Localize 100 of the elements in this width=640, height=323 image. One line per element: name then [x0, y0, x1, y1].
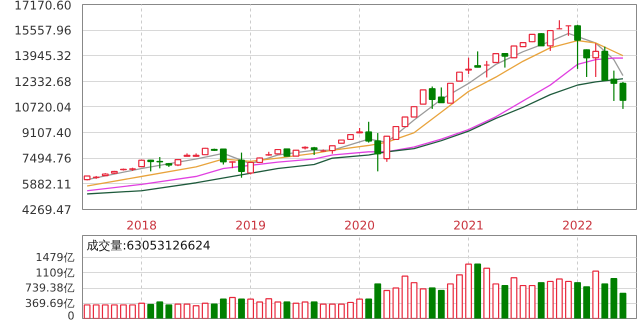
y-tick-label: 10720.04 — [14, 100, 72, 114]
bar — [310, 301, 318, 318]
x-tick-label: 2019 — [235, 218, 266, 232]
candlestick — [583, 48, 590, 78]
y-tick-label: 1479亿 — [36, 251, 75, 264]
y-tick-label: 17170.60 — [14, 0, 72, 12]
bar — [474, 264, 482, 318]
bar — [446, 283, 454, 318]
bar — [465, 264, 472, 318]
candlestick — [383, 135, 390, 162]
candlestick — [220, 148, 227, 166]
y-tick-label: 0 — [68, 310, 74, 322]
y-tick-label: 739.38亿 — [25, 282, 75, 295]
bar — [274, 301, 282, 318]
bar — [392, 287, 400, 318]
candlestick — [574, 24, 581, 70]
candlestick — [410, 106, 418, 118]
bar — [102, 304, 109, 318]
bar — [520, 284, 526, 318]
bar — [565, 280, 572, 318]
bar — [574, 282, 581, 318]
x-tick-label: 2020 — [344, 218, 375, 232]
candlestick — [474, 50, 482, 68]
bar — [410, 282, 418, 318]
candlestick — [610, 70, 618, 102]
candlestick — [365, 121, 372, 144]
candlestick — [501, 52, 508, 68]
bar — [501, 284, 508, 318]
candlestick — [492, 53, 500, 64]
candlestick — [565, 24, 572, 36]
bar — [238, 298, 245, 318]
bar — [120, 304, 127, 318]
bar — [483, 268, 490, 318]
bar — [583, 286, 590, 318]
bar — [147, 304, 154, 318]
bar — [338, 303, 345, 318]
y-tick-label: 369.69亿 — [25, 296, 75, 310]
candlestick — [420, 89, 427, 105]
bar — [156, 301, 164, 318]
bar — [438, 290, 445, 318]
bar — [601, 283, 608, 318]
bar — [229, 296, 236, 318]
bar — [84, 304, 91, 318]
candlestick — [538, 32, 545, 46]
bar — [256, 301, 264, 318]
bar — [265, 298, 272, 318]
bar — [92, 304, 100, 318]
bar — [592, 270, 600, 318]
bar — [456, 274, 463, 318]
y-tick-label: 7494.76 — [22, 152, 72, 166]
bar — [284, 301, 290, 318]
bar — [402, 275, 408, 318]
candlestick — [456, 71, 463, 82]
y-tick-label: 15557.96 — [14, 24, 72, 38]
bar — [420, 288, 427, 318]
candlestick — [592, 42, 600, 78]
bar — [492, 283, 500, 318]
candlestick — [483, 60, 490, 78]
bar — [320, 303, 327, 318]
candlestick — [465, 57, 472, 75]
y-tick-label: 5882.11 — [22, 177, 72, 192]
candlestick — [546, 30, 554, 52]
x-tick-label: 2021 — [453, 218, 484, 232]
bar — [510, 277, 518, 318]
bar — [110, 304, 118, 318]
candlestick — [510, 45, 518, 59]
bar — [374, 283, 382, 318]
candlestick — [438, 86, 445, 104]
bar — [174, 303, 182, 318]
y-tick-label: 9107.40 — [22, 126, 72, 140]
bar — [328, 303, 336, 318]
candlestick — [402, 116, 408, 128]
bar — [528, 284, 536, 318]
bar — [165, 304, 172, 318]
candlestick — [374, 132, 382, 172]
candlestick — [392, 126, 400, 140]
bar — [428, 287, 436, 318]
candlestick — [247, 162, 254, 175]
annotation: 成交量:63053126624 — [86, 238, 211, 252]
candlestick — [156, 156, 164, 169]
y-tick-label: 12332.68 — [14, 74, 72, 89]
bar — [210, 303, 218, 318]
bar — [202, 302, 209, 318]
bar — [356, 298, 363, 318]
y-tick-label: 4269.47 — [22, 203, 72, 217]
y-tick-label: 13945.32 — [14, 49, 72, 64]
bar — [610, 278, 618, 318]
bar — [546, 280, 554, 318]
bar — [292, 302, 300, 318]
y-tick-label: 1109亿 — [36, 266, 75, 280]
bar — [302, 301, 308, 318]
bar — [129, 304, 136, 318]
candlestick — [238, 152, 245, 178]
line-series — [86, 78, 624, 195]
bar — [220, 298, 227, 318]
bar — [620, 292, 626, 318]
x-tick-label: 2018 — [126, 218, 157, 232]
bar — [383, 290, 390, 318]
candlestick — [446, 82, 454, 104]
candlestick — [620, 81, 626, 110]
